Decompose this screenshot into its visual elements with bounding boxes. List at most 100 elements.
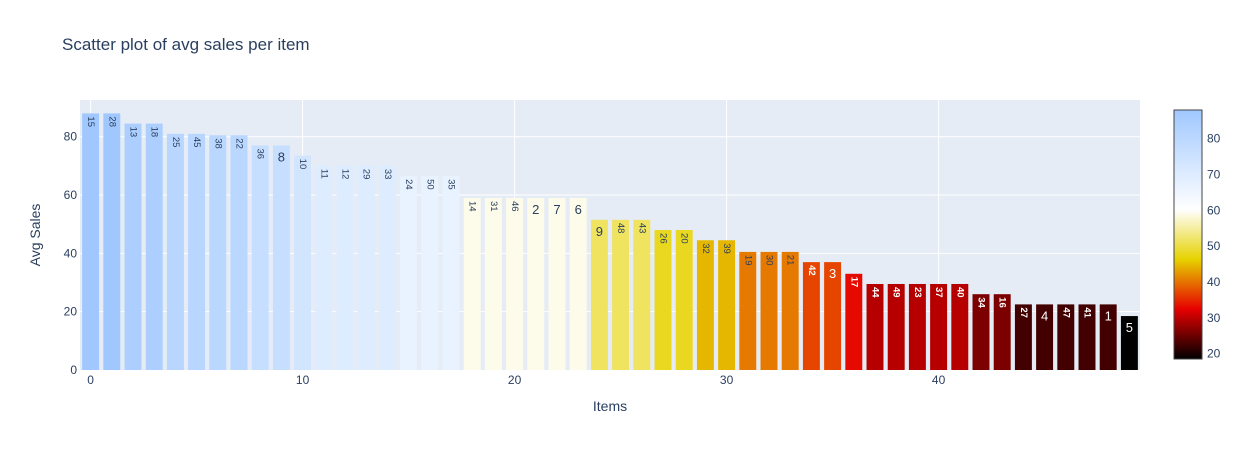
bar-label: 40 bbox=[954, 287, 965, 298]
bar bbox=[166, 133, 184, 370]
bar bbox=[1057, 304, 1075, 370]
colorbar-tick-label: 50 bbox=[1207, 239, 1221, 253]
y-axis-ticks: 0 20 40 60 80 bbox=[64, 130, 78, 377]
bar-label: 44 bbox=[869, 287, 880, 298]
bar-label: 28 bbox=[106, 116, 117, 127]
bar bbox=[760, 251, 778, 370]
colorbar-tick-label: 60 bbox=[1207, 203, 1221, 217]
bar bbox=[463, 197, 481, 370]
bar bbox=[527, 197, 545, 370]
bar bbox=[908, 283, 926, 370]
bar-label: 25 bbox=[170, 137, 181, 148]
bar-label: 17 bbox=[848, 277, 859, 288]
bar-label: 49 bbox=[891, 287, 902, 298]
bar-label: 20 bbox=[679, 233, 690, 244]
bar-label: 22 bbox=[233, 138, 244, 149]
x-axis-title: Items bbox=[593, 398, 627, 414]
y-tick-label: 40 bbox=[64, 246, 78, 260]
bar bbox=[294, 155, 312, 370]
bar bbox=[357, 165, 375, 370]
bar bbox=[824, 262, 842, 370]
bar-label: 9 bbox=[596, 224, 603, 239]
bar bbox=[484, 197, 502, 370]
bar-label: 27 bbox=[1018, 307, 1029, 318]
bar bbox=[1036, 304, 1054, 370]
bar bbox=[103, 113, 121, 370]
chart-title: Scatter plot of avg sales per item bbox=[62, 35, 310, 54]
x-tick-label: 30 bbox=[720, 373, 734, 387]
bar bbox=[654, 230, 672, 370]
bar bbox=[1120, 316, 1138, 370]
bar bbox=[145, 123, 163, 371]
bar bbox=[866, 283, 884, 370]
bar-label: 32 bbox=[700, 243, 711, 254]
y-tick-label: 60 bbox=[64, 188, 78, 202]
bar bbox=[781, 251, 799, 370]
bar-label: 13 bbox=[127, 127, 138, 138]
bar-label: 47 bbox=[1060, 307, 1071, 318]
bar-label: 15 bbox=[85, 116, 96, 127]
bar-label: 36 bbox=[255, 148, 266, 159]
bar-label: 7 bbox=[553, 202, 560, 217]
bar bbox=[887, 283, 905, 370]
bar-label: 33 bbox=[382, 169, 393, 180]
bar-label: 3 bbox=[829, 266, 836, 281]
bar bbox=[845, 273, 863, 370]
x-tick-label: 0 bbox=[87, 373, 94, 387]
bar bbox=[548, 197, 566, 370]
y-tick-label: 0 bbox=[70, 363, 77, 377]
bar bbox=[82, 113, 100, 370]
x-tick-label: 20 bbox=[508, 373, 522, 387]
bar bbox=[336, 165, 354, 370]
bar bbox=[569, 197, 587, 370]
bar-label: 1 bbox=[1105, 308, 1112, 323]
bar bbox=[209, 135, 227, 370]
bar bbox=[696, 240, 714, 370]
bar-label: 46 bbox=[509, 201, 520, 212]
bar bbox=[1078, 304, 1096, 370]
y-tick-label: 80 bbox=[64, 130, 78, 144]
bar-label: 48 bbox=[615, 223, 626, 234]
bar bbox=[251, 145, 269, 370]
bar bbox=[442, 176, 460, 370]
bar-label: 30 bbox=[763, 255, 774, 266]
bar bbox=[230, 135, 248, 370]
bar bbox=[1014, 304, 1032, 370]
bar-label: 4 bbox=[1041, 308, 1048, 323]
bar-label: 29 bbox=[361, 169, 372, 180]
bar-label: 16 bbox=[997, 297, 1008, 308]
x-tick-label: 10 bbox=[296, 373, 310, 387]
y-axis-title: Avg Sales bbox=[27, 204, 43, 267]
bar bbox=[739, 251, 757, 370]
bar-label: 12 bbox=[339, 169, 350, 180]
bar bbox=[633, 219, 651, 370]
bar-label: 43 bbox=[636, 223, 647, 234]
bar bbox=[1099, 304, 1117, 370]
bar-label: 5 bbox=[1126, 320, 1133, 335]
x-tick-label: 40 bbox=[932, 373, 946, 387]
bar bbox=[124, 123, 142, 371]
bar bbox=[506, 197, 524, 370]
bar bbox=[675, 230, 693, 370]
bar bbox=[421, 176, 439, 370]
bar-label: 8 bbox=[278, 149, 285, 164]
bar-label: 37 bbox=[933, 287, 944, 298]
x-axis-ticks: 0 10 20 30 40 bbox=[87, 373, 945, 387]
bar-label: 35 bbox=[445, 179, 456, 190]
bar-label: 42 bbox=[806, 265, 817, 276]
bar bbox=[930, 283, 948, 370]
bar-label: 41 bbox=[1081, 307, 1092, 318]
colorbar-tick-label: 30 bbox=[1207, 311, 1221, 325]
bar-label: 34 bbox=[975, 297, 986, 308]
colorbar-tick-label: 70 bbox=[1207, 167, 1221, 181]
bar-label: 24 bbox=[403, 179, 414, 190]
bar-label: 50 bbox=[424, 179, 435, 190]
bar bbox=[972, 294, 990, 370]
bar-label: 18 bbox=[149, 127, 160, 138]
bar-label: 21 bbox=[785, 255, 796, 266]
bar-label: 23 bbox=[912, 287, 923, 298]
colorbar-tick-label: 20 bbox=[1207, 347, 1221, 361]
